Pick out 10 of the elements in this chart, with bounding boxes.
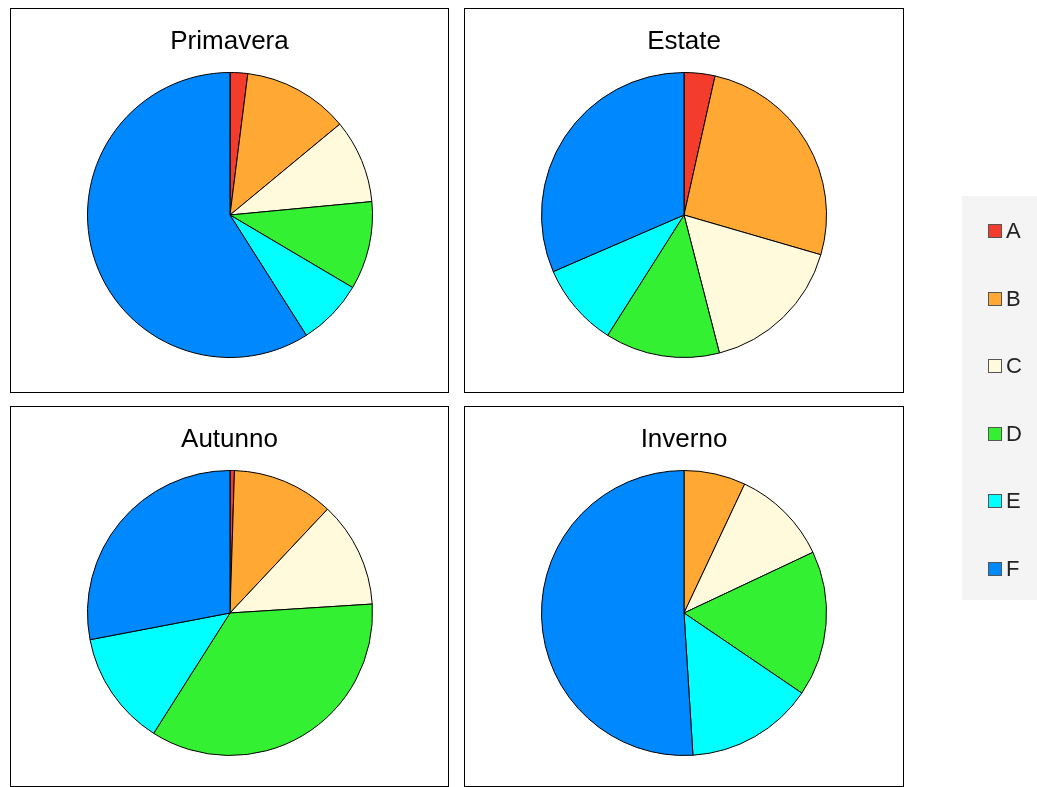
legend-label: C — [1006, 353, 1022, 379]
legend-label: A — [1006, 218, 1021, 244]
legend-label: D — [1006, 420, 1022, 447]
chart-title: Primavera — [169, 25, 290, 56]
legend-label: B — [1006, 285, 1021, 312]
legend-label: F — [1006, 555, 1020, 582]
legend-label: E — [1006, 488, 1021, 514]
chart-title: Inverno — [639, 423, 729, 454]
chart-title: Autunno — [180, 423, 279, 454]
chart-title: Estate — [646, 25, 722, 56]
